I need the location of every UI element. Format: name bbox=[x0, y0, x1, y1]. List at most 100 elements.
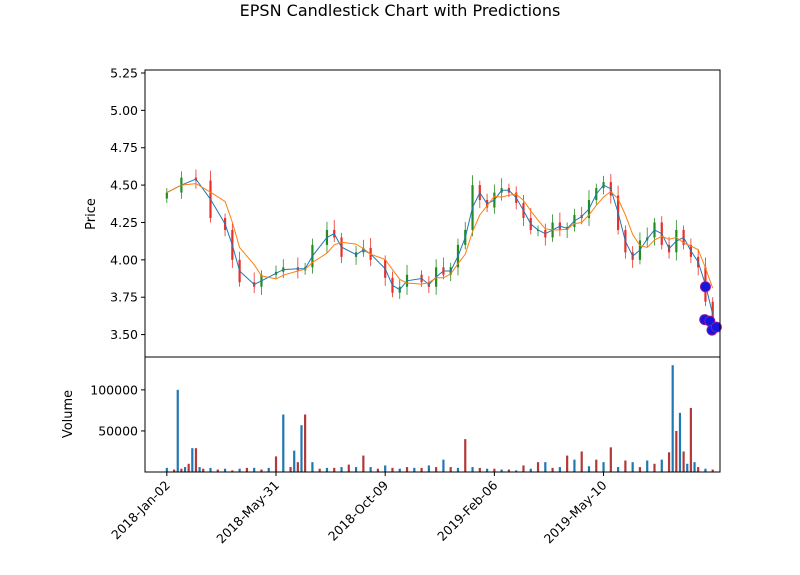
volume-bar bbox=[471, 467, 474, 472]
volume-bar bbox=[686, 463, 689, 472]
volume-bar bbox=[311, 462, 314, 472]
chart-title: EPSN Candlestick Chart with Predictions bbox=[240, 1, 561, 20]
volume-bar bbox=[293, 450, 296, 472]
volume-bar bbox=[536, 462, 540, 472]
price-y-tick-label: 3.75 bbox=[110, 290, 138, 305]
price-y-tick-label: 5.00 bbox=[110, 103, 138, 118]
volume-bar bbox=[333, 467, 336, 472]
volume-bar bbox=[191, 448, 194, 472]
volume-bar bbox=[223, 468, 227, 472]
volume-bar bbox=[544, 462, 547, 472]
volume-bar bbox=[671, 365, 674, 472]
volume-bar bbox=[173, 469, 176, 472]
volume-bar bbox=[522, 465, 525, 472]
volume-bar bbox=[325, 467, 329, 472]
volume-bar bbox=[587, 466, 591, 472]
volume-bar bbox=[624, 460, 627, 472]
volume-bar bbox=[515, 470, 518, 472]
moving-average-short-line bbox=[166, 178, 714, 315]
volume-bar bbox=[187, 463, 190, 472]
volume-bar bbox=[580, 451, 583, 472]
volume-bar bbox=[667, 452, 671, 472]
volume-bar bbox=[602, 462, 605, 472]
volume-bar bbox=[391, 467, 394, 472]
candle-body bbox=[711, 301, 714, 328]
volume-bar bbox=[362, 455, 365, 472]
volume-bar bbox=[300, 425, 303, 472]
volume-bar bbox=[456, 467, 460, 472]
volume-bar bbox=[282, 414, 285, 472]
volume-bar bbox=[566, 455, 569, 472]
volume-bar bbox=[529, 468, 532, 472]
price-y-tick-label: 5.25 bbox=[110, 65, 138, 80]
volume-bar bbox=[609, 447, 612, 472]
volume-bar bbox=[260, 469, 263, 472]
volume-bar bbox=[398, 468, 401, 472]
volume-bar bbox=[194, 448, 198, 472]
volume-bar bbox=[682, 451, 685, 472]
volume-bar bbox=[435, 467, 438, 472]
volume-bar bbox=[289, 467, 292, 472]
x-ticks: 2018-Jan-02 2018-May-31 2018-Oct-09 2019-Fe… bbox=[108, 472, 610, 546]
volume-bar bbox=[253, 467, 256, 472]
volume-bar bbox=[413, 467, 416, 472]
volume-bar bbox=[617, 467, 620, 472]
volume-bar bbox=[347, 464, 350, 472]
volume-bar bbox=[340, 467, 343, 472]
price-y-tick-label: 4.50 bbox=[110, 178, 138, 193]
volume-y-tick-label: 50000 bbox=[98, 423, 138, 438]
volume-bar bbox=[427, 465, 430, 472]
volume-bar bbox=[693, 462, 696, 472]
volume-bar bbox=[231, 470, 234, 472]
volume-y-label: Volume bbox=[61, 390, 76, 438]
volume-bar bbox=[678, 412, 682, 472]
price-panel: 3.50 3.75 4.00 4.25 4.50 4.75 5.00 5.25 Price bbox=[84, 65, 722, 358]
volume-bar bbox=[478, 467, 481, 472]
volume-bar bbox=[354, 467, 358, 472]
volume-bar bbox=[180, 468, 183, 472]
volume-bar bbox=[198, 467, 201, 472]
volume-bar bbox=[442, 459, 445, 472]
volume-bar bbox=[704, 468, 707, 472]
volume-bar bbox=[183, 467, 187, 472]
price-y-tick-label: 4.00 bbox=[110, 252, 138, 267]
volume-bar bbox=[493, 468, 496, 472]
volume-bar bbox=[675, 430, 678, 472]
volume-bar bbox=[176, 389, 179, 472]
volume-bar bbox=[376, 468, 380, 472]
prediction-markers bbox=[699, 281, 722, 336]
volume-axes-frame bbox=[144, 356, 721, 473]
volume-bar bbox=[711, 469, 714, 472]
price-lines bbox=[166, 178, 714, 315]
x-tick-label: 2019-May-10 bbox=[541, 477, 610, 546]
price-y-tick-label: 4.25 bbox=[110, 215, 138, 230]
volume-y-tick-label: 100000 bbox=[90, 382, 138, 397]
x-tick-label: 2019-Feb-06 bbox=[434, 477, 500, 543]
volume-bar bbox=[267, 467, 270, 472]
volume-bar bbox=[697, 467, 700, 472]
volume-bar bbox=[369, 467, 372, 472]
volume-y-ticks: 50000 100000 bbox=[90, 382, 145, 438]
volume-bar bbox=[507, 469, 511, 472]
volume-bar bbox=[689, 407, 692, 472]
price-candles bbox=[165, 169, 714, 334]
x-tick-label: 2018-Oct-09 bbox=[325, 477, 391, 543]
prediction-marker bbox=[710, 321, 722, 333]
price-y-label: Price bbox=[84, 198, 99, 230]
volume-bar bbox=[405, 467, 409, 472]
volume-bar bbox=[464, 439, 467, 472]
volume-bar bbox=[653, 463, 656, 472]
price-axes-frame bbox=[144, 69, 721, 358]
volume-bar bbox=[216, 469, 219, 472]
volume-bar bbox=[500, 469, 503, 472]
volume-bar bbox=[202, 468, 205, 472]
volume-bar bbox=[318, 468, 321, 472]
volume-bar bbox=[558, 467, 561, 472]
volume-bar bbox=[646, 460, 649, 472]
volume-panel: 50000 100000 Volume bbox=[61, 356, 721, 473]
volume-bar bbox=[274, 456, 278, 472]
volume-bar bbox=[638, 467, 642, 472]
price-y-tick-label: 4.75 bbox=[110, 140, 138, 155]
x-tick-label: 2018-May-31 bbox=[213, 478, 282, 547]
volume-bar bbox=[296, 462, 299, 472]
